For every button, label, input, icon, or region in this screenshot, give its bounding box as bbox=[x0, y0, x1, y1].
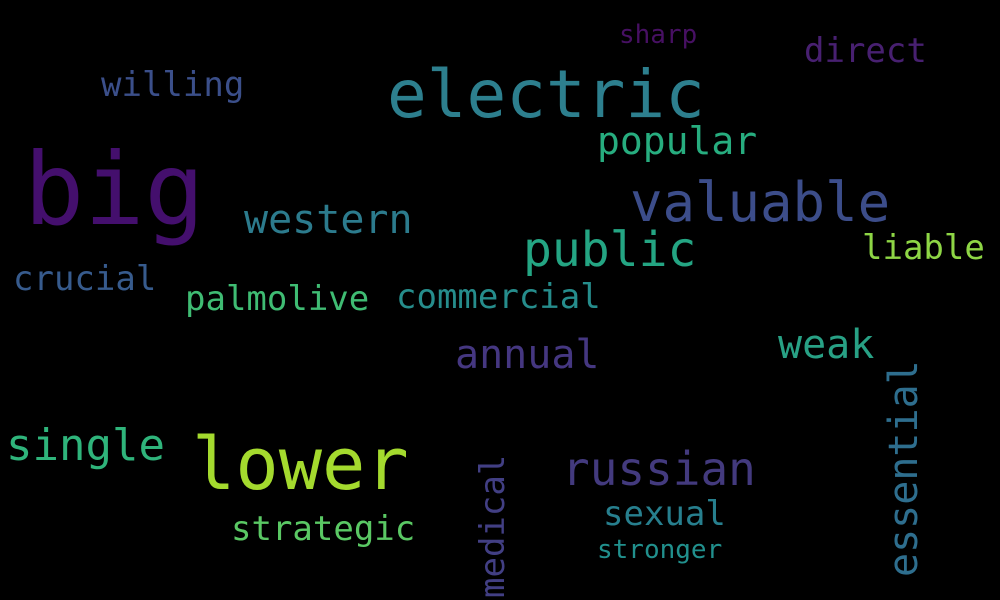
word-liable: liable bbox=[862, 228, 985, 268]
word-big: big bbox=[24, 131, 205, 248]
word-popular: popular bbox=[597, 119, 758, 163]
word-willing: willing bbox=[101, 65, 245, 105]
word-sharp: sharp bbox=[619, 20, 698, 50]
word-essential: essential bbox=[881, 360, 927, 577]
word-strategic: strategic bbox=[231, 509, 416, 549]
word-electric: electric bbox=[387, 56, 705, 133]
word-valuable: valuable bbox=[630, 171, 891, 234]
word-lower: lower bbox=[192, 422, 409, 506]
word-sexual: sexual bbox=[603, 494, 726, 534]
word-weak: weak bbox=[778, 322, 875, 368]
word-russian: russian bbox=[562, 442, 756, 496]
word-commercial: commercial bbox=[396, 277, 601, 317]
word-western: western bbox=[244, 197, 413, 243]
word-palmolive: palmolive bbox=[185, 279, 370, 319]
word-single: single bbox=[6, 420, 165, 471]
word-direct: direct bbox=[804, 31, 927, 71]
word-public: public bbox=[523, 222, 697, 278]
word-medical: medical bbox=[473, 454, 513, 598]
word-crucial: crucial bbox=[13, 259, 157, 299]
word-stronger: stronger bbox=[597, 535, 723, 565]
word-annual: annual bbox=[455, 332, 600, 378]
